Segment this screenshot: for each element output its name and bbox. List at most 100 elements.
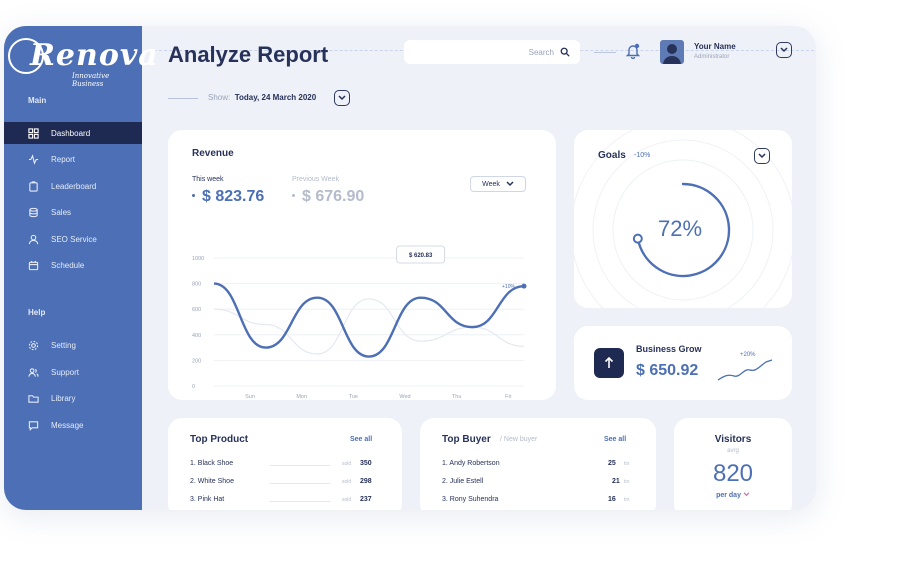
unit-label: trx (624, 479, 630, 485)
sidebar: Renova Innovative Business Main Dashboar… (4, 26, 158, 510)
chevron-down-icon (506, 181, 514, 187)
sidebar-item-label: Support (51, 367, 80, 377)
search-input[interactable]: Search (404, 40, 580, 64)
goals-progress-ring (632, 182, 731, 278)
period-select-label: Week (482, 180, 500, 188)
business-grow-value: $ 650.92 (636, 362, 699, 379)
top-buyer-subtitle: / New buyer (500, 436, 538, 443)
goals-percent: 72% (658, 216, 703, 241)
series-end-point (521, 283, 527, 289)
sidebar-item-label: Library (51, 393, 76, 403)
goals-progress-handle (632, 233, 643, 244)
user-menu-button[interactable] (776, 42, 792, 58)
sidebar-item-leaderboard[interactable]: Leaderboard (4, 175, 142, 197)
previous-week-dot (292, 194, 295, 197)
user-role: Administrator (694, 54, 730, 60)
header-divider (594, 52, 616, 53)
folder-icon (28, 393, 39, 404)
users-icon (28, 367, 39, 378)
unit-label: trx (624, 461, 630, 467)
message-icon (28, 420, 39, 431)
sidebar-item-sales[interactable]: Sales (4, 201, 142, 223)
list-item[interactable]: 3. Pink Hat sold 237 (190, 496, 380, 506)
this-week-dot (192, 194, 195, 197)
sidebar-item-report[interactable]: Report (4, 148, 142, 170)
sidebar-item-label: Leaderboard (51, 181, 97, 191)
product-name: 2. White Shoe (190, 478, 234, 485)
date-filter-button[interactable] (334, 90, 350, 106)
visitors-period-select[interactable]: per day (674, 492, 792, 499)
goals-menu-button[interactable] (754, 148, 770, 164)
sidebar-item-label: Setting (51, 340, 76, 350)
row-divider (270, 465, 330, 466)
buyer-value: 25 (608, 460, 616, 467)
top-buyer-see-all-link[interactable]: See all (604, 436, 627, 443)
buyer-name: 1. Andy Robertson (442, 460, 500, 467)
notification-bell-icon[interactable] (625, 43, 641, 64)
list-item[interactable]: 3. Rony Suhendra 16 trx (442, 496, 632, 506)
x-tick-label: Sun (245, 394, 255, 400)
date-filter: Show: Today, 24 March 2020 (208, 93, 316, 102)
this-week-value: $ 823.76 (202, 188, 265, 205)
unit-label: trx (624, 497, 630, 503)
sidebar-item-library[interactable]: Library (4, 387, 142, 409)
growth-sparkline (717, 359, 773, 381)
product-name: 1. Black Shoe (190, 460, 234, 467)
database-icon (28, 207, 39, 218)
business-grow-title: Business Grow (636, 344, 702, 354)
avatar[interactable] (660, 40, 684, 64)
previous-week-label: Previous Week (292, 176, 339, 183)
list-item[interactable]: 1. Andy Robertson 25 trx (442, 460, 632, 470)
sidebar-item-seo-service[interactable]: SEO Service (4, 228, 142, 250)
list-item[interactable]: 2. White Shoe sold 298 (190, 478, 380, 488)
visitors-title: Visitors (714, 434, 752, 445)
buyer-name: 3. Rony Suhendra (442, 496, 499, 503)
product-value: 237 (360, 496, 372, 503)
sidebar-item-label: SEO Service (51, 234, 97, 244)
period-select[interactable]: Week (470, 176, 526, 192)
goals-title: Goals (598, 150, 626, 161)
brand-logo[interactable]: Renova Innovative Business (8, 34, 158, 88)
x-tick-label: Wed (399, 394, 410, 400)
sidebar-item-dashboard[interactable]: Dashboard (4, 122, 142, 144)
row-divider (270, 483, 330, 484)
tooltip-box (396, 245, 446, 264)
list-item[interactable]: 2. Julie Estell 21 trx (442, 478, 632, 488)
goals-background-rings (574, 130, 792, 308)
calendar-icon (28, 260, 39, 271)
buyer-value: 21 (612, 478, 620, 485)
product-value: 298 (360, 478, 372, 485)
visitors-card: Visitors avrg 820 per day (674, 418, 792, 510)
show-divider (168, 98, 198, 99)
top-product-see-all-link[interactable]: See all (350, 436, 373, 443)
chevron-down-icon (743, 492, 750, 497)
chevron-down-icon (758, 153, 766, 159)
search-placeholder: Search (528, 47, 554, 57)
unit-label: sold (342, 497, 352, 503)
dashboard-window: Renova Innovative Business Main Dashboar… (4, 26, 816, 510)
y-tick-label: 1000 (192, 256, 204, 262)
gear-icon (28, 340, 39, 351)
sidebar-item-schedule[interactable]: Schedule (4, 254, 142, 276)
sidebar-item-setting[interactable]: Setting (4, 334, 142, 356)
search-icon (560, 47, 570, 57)
revenue-card: Revenue This week $ 823.76 Previous Week… (168, 130, 556, 400)
unit-label: sold (342, 461, 352, 467)
user-name: Your Name (694, 42, 736, 51)
sidebar-item-support[interactable]: Support (4, 361, 142, 383)
logo-ring-icon (8, 38, 44, 74)
y-tick-label: 200 (192, 358, 201, 364)
y-tick-label: 800 (192, 282, 201, 288)
product-value: 350 (360, 460, 372, 467)
this-week-label: This week (192, 176, 224, 183)
brand-tagline: Innovative Business (72, 72, 110, 88)
sidebar-item-label: Schedule (51, 260, 85, 270)
top-buyer-title: Top Buyer (442, 434, 491, 445)
sidebar-item-message[interactable]: Message (4, 414, 142, 436)
revenue-title: Revenue (192, 148, 234, 159)
list-item[interactable]: 1. Black Shoe sold 350 (190, 460, 380, 470)
tooltip-value: $ 620.83 (409, 253, 433, 259)
brand-name: Renova (30, 38, 159, 73)
business-grow-change: +20% (740, 352, 756, 358)
row-divider (270, 501, 330, 502)
